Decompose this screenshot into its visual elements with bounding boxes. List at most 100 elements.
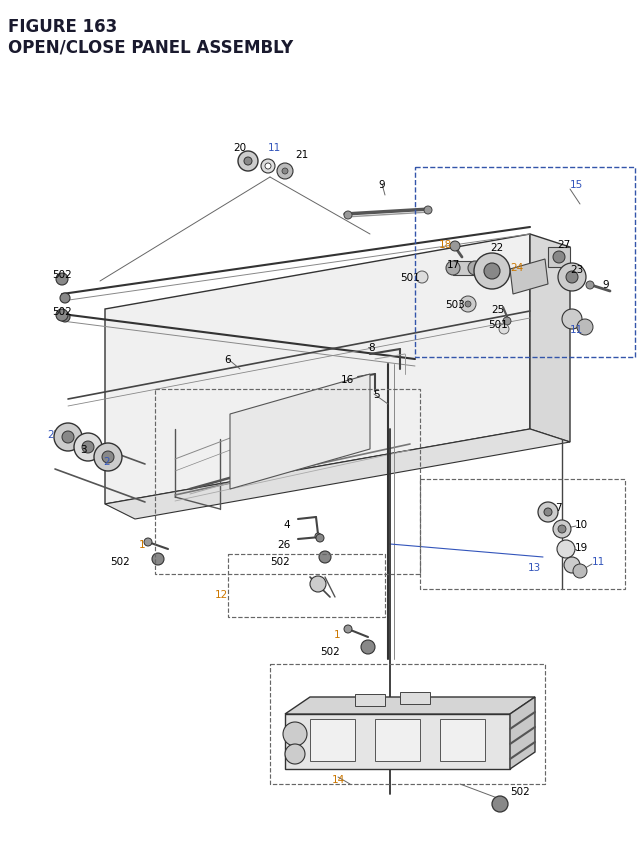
Circle shape — [538, 503, 558, 523]
Circle shape — [361, 641, 375, 654]
Text: 25: 25 — [492, 305, 505, 314]
Circle shape — [499, 325, 509, 335]
Text: 502: 502 — [270, 556, 290, 567]
Bar — [440, 719, 485, 761]
Text: 503: 503 — [445, 300, 465, 310]
Circle shape — [82, 442, 94, 454]
Polygon shape — [230, 375, 370, 489]
Text: 17: 17 — [447, 260, 460, 269]
Text: 16: 16 — [340, 375, 354, 385]
Circle shape — [424, 207, 432, 214]
Text: OPEN/CLOSE PANEL ASSEMBLY: OPEN/CLOSE PANEL ASSEMBLY — [8, 38, 293, 56]
Text: 11: 11 — [268, 143, 281, 152]
Text: 13: 13 — [528, 562, 541, 573]
Circle shape — [265, 164, 271, 170]
Text: 9: 9 — [379, 180, 385, 189]
Circle shape — [54, 424, 82, 451]
Circle shape — [558, 263, 586, 292]
Text: 5: 5 — [373, 389, 380, 400]
Text: 502: 502 — [52, 269, 72, 280]
Circle shape — [94, 443, 122, 472]
Text: 501: 501 — [400, 273, 420, 282]
Circle shape — [562, 310, 582, 330]
Polygon shape — [105, 235, 530, 505]
Text: 11: 11 — [592, 556, 605, 567]
Bar — [375, 719, 420, 761]
Bar — [548, 248, 570, 268]
Circle shape — [315, 533, 321, 539]
Polygon shape — [530, 235, 570, 443]
Text: 502: 502 — [110, 556, 130, 567]
Bar — [310, 719, 355, 761]
Text: 502: 502 — [510, 786, 530, 796]
Bar — [400, 692, 430, 704]
Text: 24: 24 — [510, 263, 524, 273]
Bar — [453, 262, 475, 276]
Bar — [270, 664, 545, 784]
Text: 26: 26 — [276, 539, 290, 549]
Circle shape — [492, 796, 508, 812]
Circle shape — [503, 318, 511, 325]
Circle shape — [557, 541, 575, 558]
Circle shape — [74, 433, 102, 461]
Text: FIGURE 163: FIGURE 163 — [8, 18, 117, 36]
Circle shape — [553, 251, 565, 263]
Circle shape — [60, 294, 70, 304]
Polygon shape — [285, 697, 535, 714]
Text: 11: 11 — [570, 325, 583, 335]
Text: 7: 7 — [555, 503, 562, 512]
Circle shape — [564, 557, 580, 573]
Text: 19: 19 — [575, 542, 588, 553]
Circle shape — [586, 282, 594, 289]
Text: 22: 22 — [490, 243, 503, 253]
Text: 4: 4 — [284, 519, 290, 530]
Circle shape — [102, 451, 114, 463]
Polygon shape — [510, 260, 548, 294]
Circle shape — [344, 212, 352, 220]
Text: 1: 1 — [333, 629, 340, 639]
Circle shape — [566, 272, 578, 283]
Circle shape — [553, 520, 571, 538]
Circle shape — [468, 262, 482, 276]
Text: 2: 2 — [47, 430, 54, 439]
Bar — [355, 694, 385, 706]
Text: 1: 1 — [138, 539, 145, 549]
Text: 2: 2 — [103, 456, 109, 467]
Text: 12: 12 — [215, 589, 228, 599]
Bar — [420, 480, 625, 589]
Text: 15: 15 — [570, 180, 583, 189]
Bar — [415, 168, 635, 357]
Circle shape — [316, 535, 324, 542]
Circle shape — [282, 169, 288, 175]
Text: 27: 27 — [557, 239, 570, 250]
Text: 14: 14 — [332, 774, 344, 784]
Circle shape — [310, 576, 326, 592]
Circle shape — [474, 254, 510, 289]
Circle shape — [56, 310, 68, 322]
Circle shape — [344, 625, 352, 633]
Circle shape — [416, 272, 428, 283]
Bar — [228, 554, 385, 617]
Circle shape — [446, 262, 460, 276]
Circle shape — [152, 554, 164, 566]
Circle shape — [238, 152, 258, 172]
Circle shape — [285, 744, 305, 764]
Text: 501: 501 — [488, 319, 508, 330]
Circle shape — [56, 274, 68, 286]
Circle shape — [60, 313, 70, 323]
Text: 8: 8 — [368, 343, 374, 353]
Circle shape — [450, 242, 460, 251]
Circle shape — [319, 551, 331, 563]
Text: 6: 6 — [225, 355, 231, 364]
Text: 502: 502 — [320, 647, 340, 656]
Polygon shape — [510, 697, 535, 769]
Circle shape — [261, 160, 275, 174]
Circle shape — [558, 525, 566, 533]
Circle shape — [144, 538, 152, 547]
Text: 20: 20 — [233, 143, 246, 152]
Text: 10: 10 — [575, 519, 588, 530]
Circle shape — [484, 263, 500, 280]
Circle shape — [62, 431, 74, 443]
Circle shape — [283, 722, 307, 746]
Text: 23: 23 — [570, 264, 583, 275]
